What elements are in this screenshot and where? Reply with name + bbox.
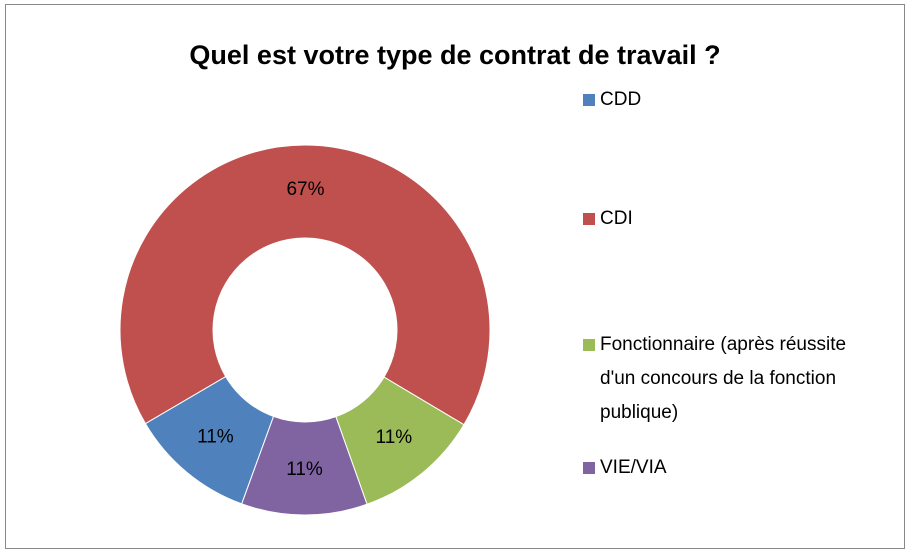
data-label: 11% xyxy=(286,459,323,480)
donut-slice xyxy=(119,144,491,426)
legend-swatch xyxy=(583,462,595,474)
legend-label: VIE/VIA xyxy=(600,457,667,478)
chart-title: Quel est votre type de contrat de travai… xyxy=(189,40,720,70)
legend-item: CDI xyxy=(583,202,883,236)
data-label: 11% xyxy=(376,427,413,448)
donut-slice xyxy=(241,415,368,516)
legend-item: Fonctionnaire (après réussite d'un conco… xyxy=(583,328,883,430)
legend-label: CDI xyxy=(600,208,633,229)
legend-label: CDD xyxy=(600,89,642,110)
legend-item: CDD xyxy=(583,83,883,117)
legend-swatch xyxy=(583,213,595,225)
legend-label: Fonctionnaire (après réussite d'un conco… xyxy=(600,334,847,423)
data-label: 11% xyxy=(197,427,234,448)
legend-item: VIE/VIA xyxy=(583,451,883,485)
data-label: 67% xyxy=(286,179,324,200)
legend-swatch xyxy=(583,339,595,351)
legend-swatch xyxy=(583,94,595,106)
